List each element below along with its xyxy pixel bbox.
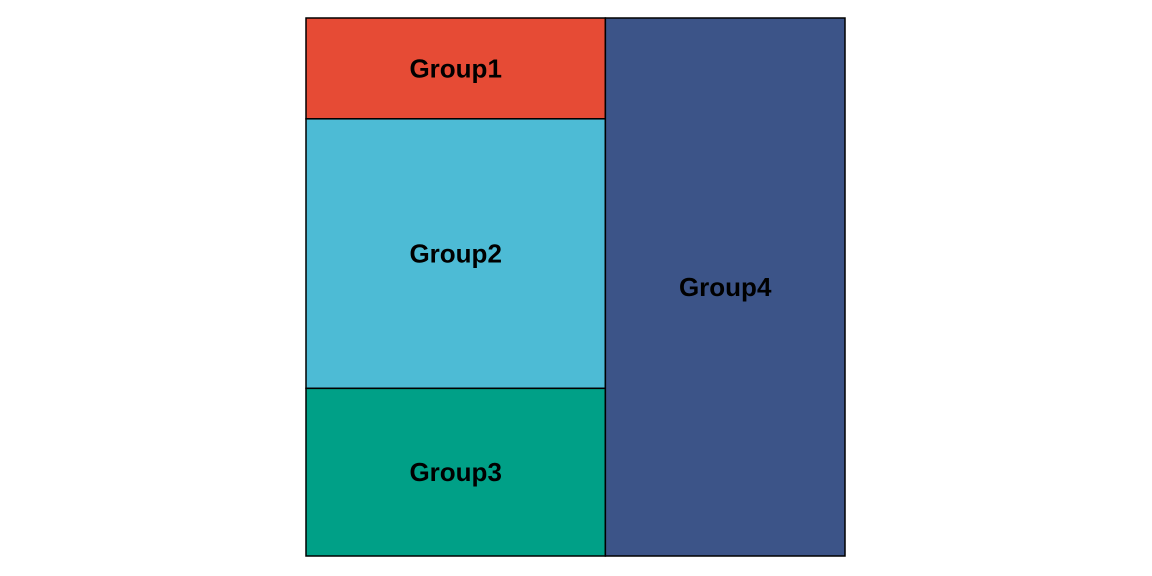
treemap-label-group4: Group4 bbox=[679, 272, 772, 302]
treemap-cells bbox=[305, 17, 846, 557]
treemap-labels: Group1 Group2 Group3 Group4 bbox=[409, 53, 771, 487]
treemap-label-group2: Group2 bbox=[409, 239, 501, 269]
treemap-cell-group3 bbox=[305, 387, 607, 557]
treemap-cell-group4 bbox=[604, 17, 846, 557]
treemap-cell-group2 bbox=[305, 118, 607, 390]
treemap-label-group3: Group3 bbox=[409, 457, 501, 487]
treemap-label-group1: Group1 bbox=[409, 53, 501, 83]
treemap-cell-group1 bbox=[305, 17, 607, 120]
